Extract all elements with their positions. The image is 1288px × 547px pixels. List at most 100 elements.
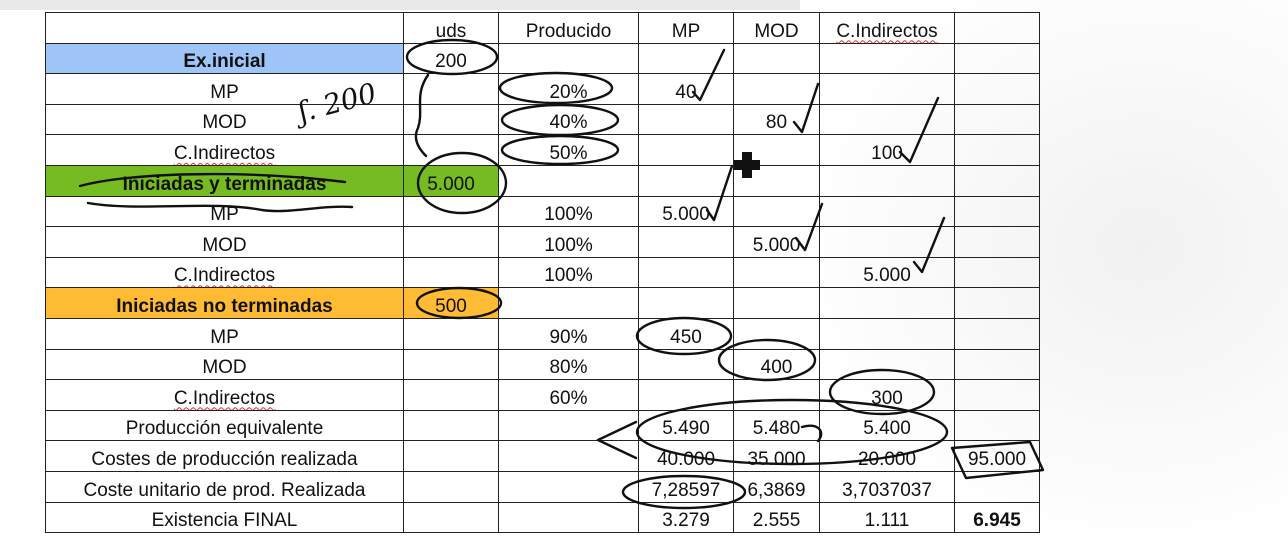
- header-extra: [954, 12, 1040, 44]
- table-row: MOD 100% 5.000: [45, 226, 1040, 258]
- table-row: C.Indirectos 60% 300: [45, 379, 1040, 411]
- table-row: Ex.inicial 200: [45, 42, 1040, 75]
- cell-mod: 400: [733, 348, 820, 381]
- cell-ci: [819, 164, 955, 197]
- cell-ci: [819, 287, 955, 319]
- cell-mod: [733, 42, 820, 75]
- cell-mp: [638, 348, 734, 381]
- cell-ci: [819, 226, 955, 258]
- cell-mod: 6,3869: [733, 470, 820, 503]
- row-label: MOD: [45, 348, 404, 381]
- cell-mp: [638, 226, 734, 258]
- cell-uds: [403, 73, 499, 105]
- cell-producido: 100%: [498, 256, 639, 289]
- row-label: Coste unitario de prod. Realizada: [45, 470, 404, 503]
- cell-mod: [733, 317, 820, 350]
- cell-uds: [403, 256, 499, 289]
- row-label: Costes de producción realizada: [45, 440, 404, 472]
- cell-uds: 500: [403, 287, 499, 319]
- cell-mp: 7,28597: [638, 470, 734, 503]
- cell-mod: [733, 164, 820, 197]
- row-label: MP: [45, 195, 404, 228]
- cell-mp: [638, 164, 734, 197]
- table-row: Coste unitario de prod. Realizada 7,2859…: [45, 470, 1040, 503]
- cell-mod: 35.000: [733, 440, 820, 472]
- cell-mp: 5.490: [638, 409, 734, 442]
- cell-producido: 20%: [498, 73, 639, 105]
- cell-ci: [819, 42, 955, 75]
- cell-mp: 3.279: [638, 501, 734, 534]
- cell-producido: [498, 409, 639, 442]
- cell-extra: [954, 470, 1040, 503]
- cell-producido: [498, 470, 639, 503]
- row-label: Iniciadas y terminadas: [45, 164, 404, 197]
- cell-extra: [954, 317, 1040, 350]
- cell-uds: [403, 470, 499, 503]
- cell-uds: [403, 134, 499, 166]
- cell-producido: 60%: [498, 379, 639, 411]
- cell-mod: 80: [733, 103, 820, 136]
- cell-uds: [403, 348, 499, 381]
- header-blank: [45, 12, 404, 44]
- table-row: Existencia FINAL 3.279 2.555 1.111 6.945: [45, 501, 1040, 534]
- cell-mp: [638, 103, 734, 136]
- cell-mp: 5.000: [638, 195, 734, 228]
- cell-producido: [498, 164, 639, 197]
- row-label: Ex.inicial: [45, 42, 404, 75]
- table-row: Iniciadas no terminadas 500: [45, 287, 1040, 319]
- cell-uds: [403, 226, 499, 258]
- cell-mp: [638, 379, 734, 411]
- row-label: Iniciadas no terminadas: [45, 287, 404, 319]
- cell-mp: [638, 287, 734, 319]
- cell-mp: 40: [638, 73, 734, 105]
- cell-uds: [403, 317, 499, 350]
- row-label: C.Indirectos: [45, 134, 404, 166]
- cell-mod: [733, 287, 820, 319]
- cell-mp: [638, 256, 734, 289]
- header-mod: MOD: [733, 12, 820, 44]
- cell-producido: 50%: [498, 134, 639, 166]
- cell-producido: [498, 287, 639, 319]
- row-label: MOD: [45, 103, 404, 136]
- header-producido: Producido: [498, 12, 639, 44]
- header-uds: uds: [403, 12, 499, 44]
- header-mp: MP: [638, 12, 734, 44]
- cell-ci: 20.000: [819, 440, 955, 472]
- row-label: MOD: [45, 226, 404, 258]
- cell-ci: 5.000: [819, 256, 955, 289]
- cell-ci: 100: [819, 134, 955, 166]
- header-ci: C.Indirectos: [819, 12, 955, 44]
- cell-extra: 95.000: [954, 440, 1040, 472]
- cell-ci: 1.111: [819, 501, 955, 534]
- table-row: C.Indirectos 100% 5.000: [45, 256, 1040, 289]
- cell-extra: [954, 409, 1040, 442]
- cell-extra: [954, 287, 1040, 319]
- cell-extra: [954, 134, 1040, 166]
- cell-mod: [733, 195, 820, 228]
- table-row: C.Indirectos 50% 100: [45, 134, 1040, 166]
- cell-ci: 5.400: [819, 409, 955, 442]
- cell-ci: 3,7037037: [819, 470, 955, 503]
- cell-extra: 6.945: [954, 501, 1040, 534]
- cell-mod: 5.000: [733, 226, 820, 258]
- cell-extra: [954, 195, 1040, 228]
- table-row: MOD 80% 400: [45, 348, 1040, 381]
- cell-mod: 2.555: [733, 501, 820, 534]
- cell-extra: [954, 348, 1040, 381]
- cell-mod: [733, 379, 820, 411]
- cell-ci: [819, 348, 955, 381]
- table-row: Costes de producción realizada 40.000 35…: [45, 440, 1040, 472]
- table-row: MOD 40% 80: [45, 103, 1040, 136]
- cell-mod: 5.480: [733, 409, 820, 442]
- table-row: Iniciadas y terminadas 5.000: [45, 164, 1040, 197]
- cell-ci: 300: [819, 379, 955, 411]
- cell-uds: [403, 409, 499, 442]
- table-row: Producción equivalente 5.490 5.480 5.400: [45, 409, 1040, 442]
- cell-uds: 5.000: [403, 164, 499, 197]
- window-top-strip: [0, 0, 1288, 10]
- cell-producido: 40%: [498, 103, 639, 136]
- cell-mp: 40.000: [638, 440, 734, 472]
- cell-producido: 80%: [498, 348, 639, 381]
- cell-extra: [954, 379, 1040, 411]
- cell-mp: 450: [638, 317, 734, 350]
